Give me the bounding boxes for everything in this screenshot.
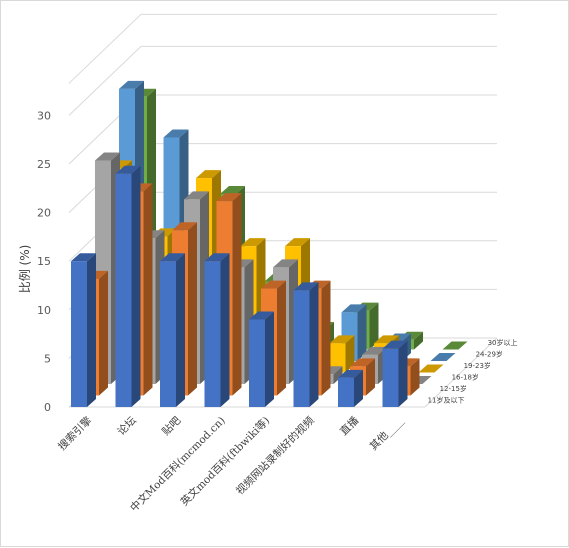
y-tick-label: 20 [37, 207, 51, 220]
series-labels: 11岁及以下 12-15岁 16-18岁 19-23岁 24-29岁 30岁以上 [428, 338, 518, 405]
category-label: 直播 [337, 414, 361, 438]
bar [71, 253, 96, 407]
bar [419, 365, 444, 373]
bar [383, 341, 408, 407]
category-label: 论坛 [115, 414, 139, 438]
category-label: 贴吧 [159, 414, 183, 438]
category-label: 搜索引擎 [55, 414, 94, 453]
series-label: 16-18岁 [452, 373, 479, 382]
category-labels: 搜索引擎论坛贴吧中文Mod百科(mcmod.cn)英文mod百科(ftbwiki… [55, 413, 406, 514]
bar [205, 253, 230, 407]
bar [294, 282, 319, 407]
y-tick-label: 10 [37, 304, 51, 317]
series-label: 12-15岁 [440, 384, 467, 393]
bar [431, 353, 456, 361]
series-label: 24-29岁 [476, 350, 503, 359]
series-label: 30岁以上 [488, 338, 518, 347]
category-label: 其他____ [367, 413, 406, 452]
y-tick-label: 25 [37, 158, 51, 171]
series-label: 11岁及以下 [428, 396, 465, 405]
y-tick-label: 5 [44, 352, 51, 365]
category-label: 视频网站录制好的视频 [233, 414, 317, 498]
bars [71, 81, 468, 407]
bar [338, 370, 363, 407]
category-label: 中文Mod百科(mcmod.cn) [127, 414, 227, 514]
bar [249, 312, 274, 407]
y-tick-label: 15 [37, 255, 51, 268]
category-label: 英文mod百科(ftbwiki等) [178, 414, 272, 508]
y-axis-label: 比例 (%) [18, 245, 32, 294]
series-label: 19-23岁 [464, 361, 491, 370]
bar [443, 342, 468, 350]
bar [160, 253, 185, 407]
y-tick-label: 0 [44, 401, 51, 414]
y-tick-label: 30 [37, 109, 51, 122]
bar [116, 166, 141, 407]
y-axis-ticks: 0 5 10 15 20 25 30 [37, 109, 51, 414]
